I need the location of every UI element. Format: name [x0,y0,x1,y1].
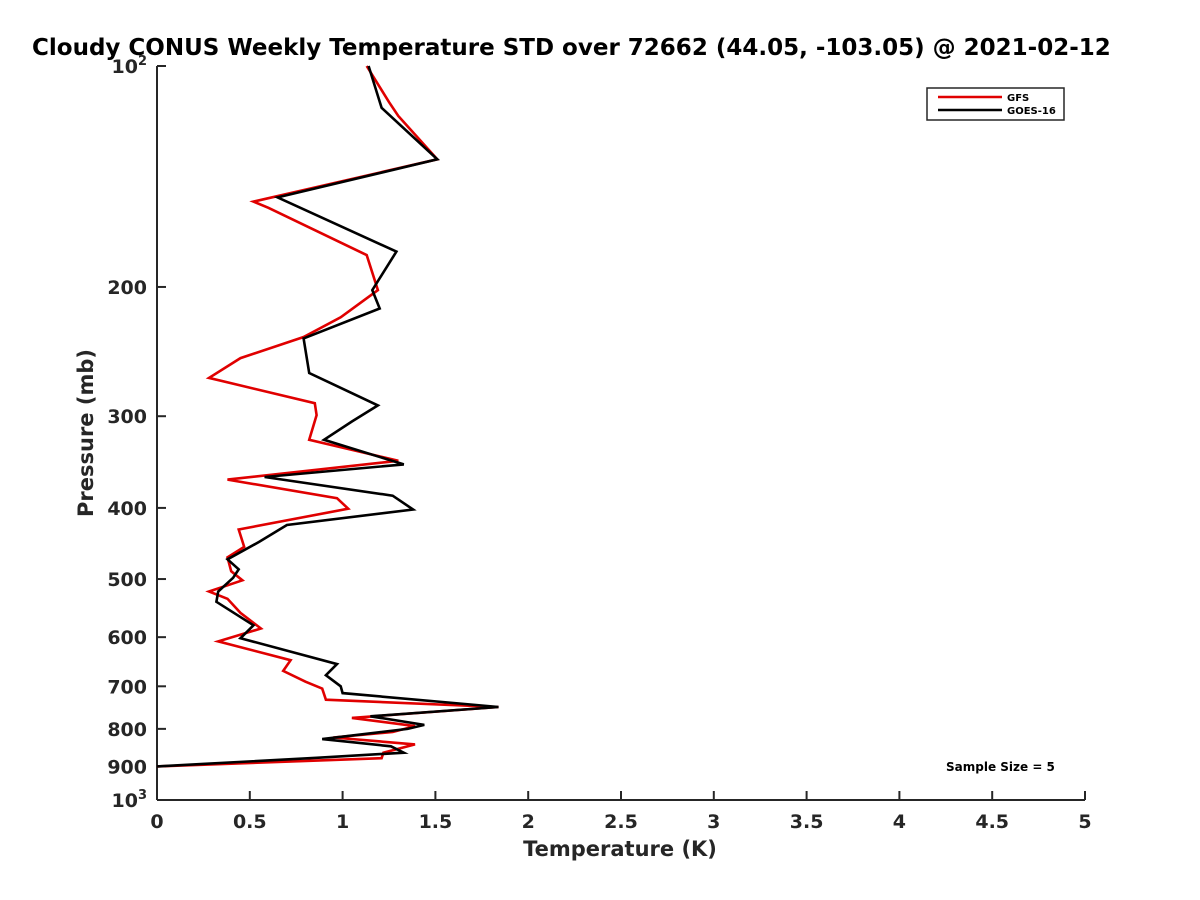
x-tick-label: 3.5 [790,811,824,833]
x-tick-label: 4.5 [975,811,1009,833]
y-tick-label: 900 [107,756,147,778]
x-tick-label: 4 [893,811,906,833]
y-tick-label: 200 [107,277,147,299]
x-tick-label: 1.5 [419,811,453,833]
y-tick-label: 400 [107,498,147,520]
sample-size-annotation: Sample Size = 5 [946,760,1055,774]
y-tick-label: 700 [107,676,147,698]
chart-title: Cloudy CONUS Weekly Temperature STD over… [32,35,1111,61]
x-axis-label: Temperature (K) [523,837,717,861]
y-tick-label: 102 [112,54,148,78]
x-tick-label: 1 [336,811,349,833]
legend-label: GOES-16 [1007,106,1056,117]
x-tick-label: 0 [150,811,163,833]
x-tick-label: 0.5 [233,811,267,833]
x-tick-label: 5 [1078,811,1091,833]
legend-label: GFS [1007,93,1029,104]
series-layer [156,65,499,768]
y-axis-label: Pressure (mb) [74,349,98,517]
series-line-goes-16 [156,65,499,768]
y-tick-label: 103 [112,788,148,812]
x-tick-label: 2 [522,811,535,833]
y-tick-label: 600 [107,627,147,649]
y-axis-ticks: 102 200 300 400 500 600 700 800 900 103 [107,54,166,812]
x-tick-label: 3 [707,811,720,833]
x-tick-label: 2.5 [604,811,638,833]
x-axis-ticks: 0 0.5 1 1.5 2 2.5 3 3.5 4 4.5 5 [150,791,1092,833]
chart-legend: GFS GOES-16 [926,87,1065,121]
y-tick-label: 300 [107,406,147,428]
plot-area [156,66,1085,801]
legend-box [926,87,1065,121]
series-line-gfs [156,65,499,768]
plot-background [157,66,1085,800]
y-tick-label: 800 [107,719,147,741]
y-tick-label: 500 [107,569,147,591]
